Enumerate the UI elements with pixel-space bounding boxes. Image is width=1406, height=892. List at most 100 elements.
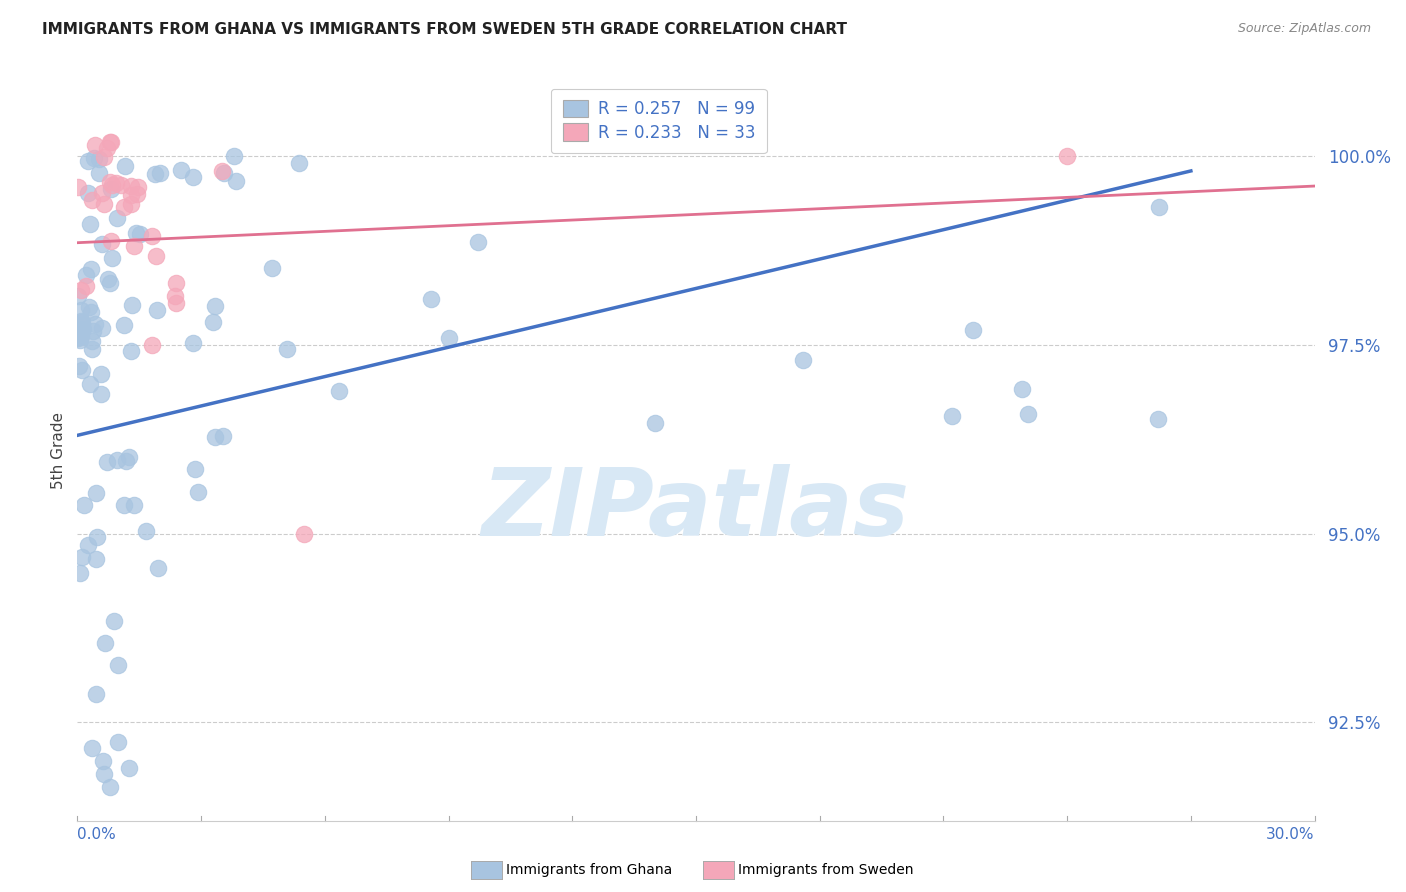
Point	[98, 276, 121, 290]
Point	[105, 452, 128, 467]
Point	[792, 353, 814, 368]
Point	[276, 343, 298, 357]
Point	[67, 359, 90, 374]
Point	[165, 276, 187, 290]
Point	[120, 344, 142, 359]
Point	[77, 300, 100, 314]
Point	[962, 323, 984, 337]
Point	[120, 197, 142, 211]
Point	[93, 150, 115, 164]
Point	[120, 179, 142, 194]
Point	[100, 182, 122, 196]
Point	[67, 330, 90, 344]
Point	[91, 754, 114, 768]
Point	[112, 200, 135, 214]
Point	[1147, 200, 1170, 214]
Point	[170, 163, 193, 178]
Point	[212, 428, 235, 442]
Point	[83, 151, 105, 165]
Point	[98, 135, 121, 149]
Point	[100, 135, 122, 149]
Point	[107, 735, 129, 749]
Point	[93, 197, 115, 211]
Point	[165, 295, 187, 310]
Point	[1017, 407, 1039, 421]
Point	[77, 153, 100, 168]
Point	[328, 384, 350, 399]
Point	[145, 249, 167, 263]
Text: ZIPatlas: ZIPatlas	[482, 464, 910, 556]
Point	[121, 298, 143, 312]
Point	[82, 324, 104, 338]
Point	[79, 376, 101, 391]
Text: 30.0%: 30.0%	[1267, 827, 1315, 841]
Point	[187, 484, 209, 499]
Point	[66, 331, 89, 345]
Point	[644, 416, 666, 430]
Point	[93, 767, 115, 781]
Point	[211, 164, 233, 178]
Point	[90, 368, 112, 382]
Point	[79, 305, 101, 319]
Point	[70, 283, 93, 297]
Point	[69, 566, 91, 580]
Point	[80, 334, 103, 348]
Point	[69, 333, 91, 347]
Point	[86, 486, 108, 500]
Point	[1147, 412, 1170, 426]
Point	[1056, 149, 1078, 163]
Point	[222, 149, 245, 163]
Point	[72, 323, 94, 337]
Point	[127, 180, 149, 194]
Point	[141, 228, 163, 243]
Point	[69, 327, 91, 342]
Text: Immigrants from Ghana: Immigrants from Ghana	[506, 863, 672, 877]
Point	[149, 166, 172, 180]
Point	[72, 549, 94, 564]
Point	[86, 552, 108, 566]
Point	[112, 498, 135, 512]
Point	[91, 237, 114, 252]
Point	[67, 179, 90, 194]
Point	[70, 314, 93, 328]
Point	[84, 317, 107, 331]
Point	[437, 331, 460, 345]
Point	[212, 166, 235, 180]
Text: Immigrants from Sweden: Immigrants from Sweden	[738, 863, 914, 877]
Text: Source: ZipAtlas.com: Source: ZipAtlas.com	[1237, 22, 1371, 36]
Point	[419, 292, 441, 306]
Point	[96, 455, 118, 469]
Point	[135, 524, 157, 538]
Point	[80, 740, 103, 755]
Point	[72, 322, 94, 336]
Point	[82, 342, 104, 356]
Point	[127, 186, 149, 201]
Point	[69, 329, 91, 343]
Point	[77, 537, 100, 551]
Point	[80, 193, 103, 207]
Point	[87, 166, 110, 180]
Point	[110, 178, 132, 192]
Point	[97, 272, 120, 286]
Point	[467, 235, 489, 249]
Point	[77, 186, 100, 200]
Point	[100, 178, 122, 193]
Point	[91, 321, 114, 335]
Point	[94, 636, 117, 650]
Point	[118, 761, 141, 775]
Point	[112, 318, 135, 332]
Point	[184, 462, 207, 476]
Text: IMMIGRANTS FROM GHANA VS IMMIGRANTS FROM SWEDEN 5TH GRADE CORRELATION CHART: IMMIGRANTS FROM GHANA VS IMMIGRANTS FROM…	[42, 22, 848, 37]
Point	[114, 159, 136, 173]
Point	[70, 318, 93, 332]
Point	[107, 658, 129, 673]
Point	[91, 186, 114, 201]
Point	[105, 211, 128, 225]
Point	[122, 498, 145, 512]
Point	[148, 561, 170, 575]
Point	[89, 152, 111, 166]
Point	[181, 169, 204, 184]
Point	[202, 315, 225, 329]
Point	[100, 780, 122, 794]
Point	[72, 363, 94, 377]
